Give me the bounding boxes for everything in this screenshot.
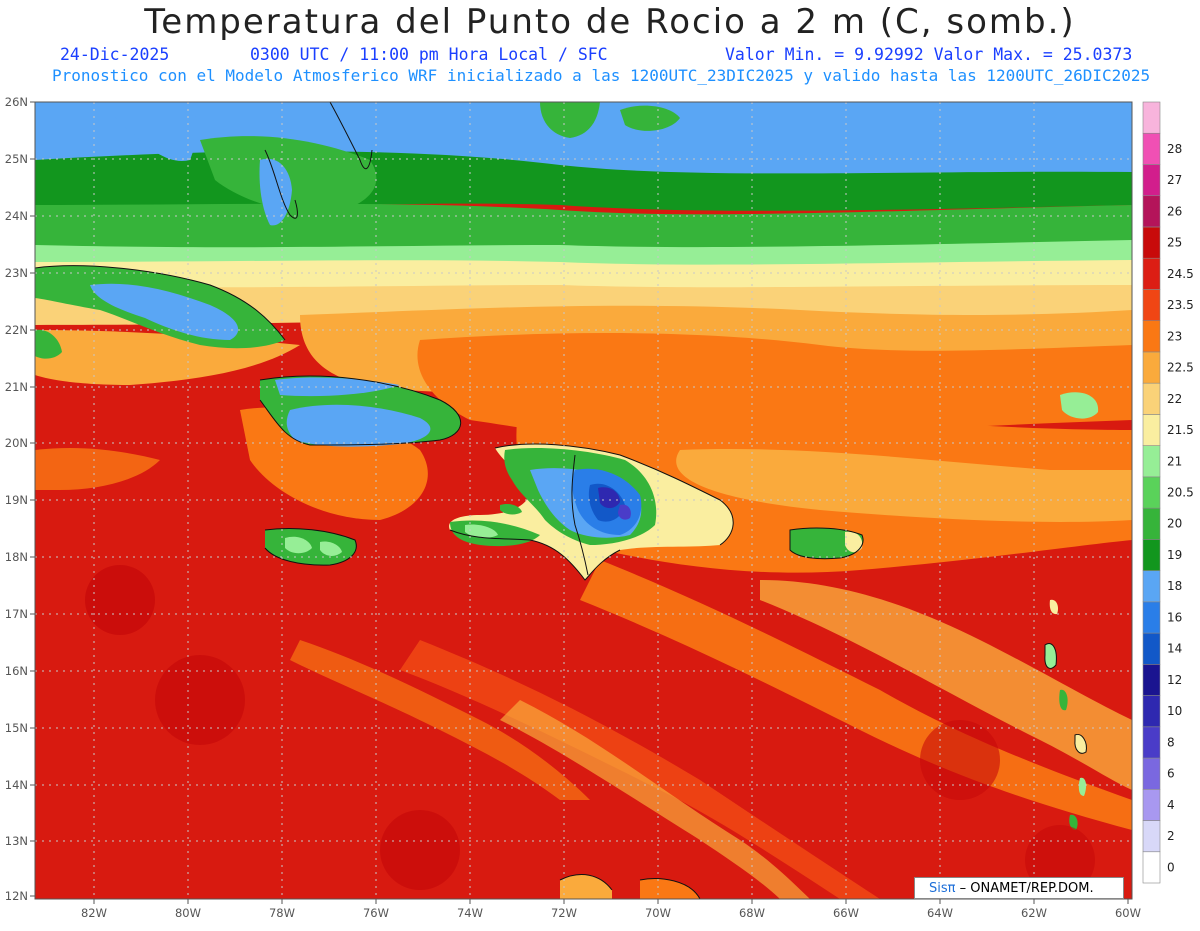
lon-label: 62W (1021, 906, 1047, 920)
colorbar-label: 21.5 (1167, 423, 1194, 437)
colorbar-swatch (1142, 164, 1161, 197)
forecast-date: 24-Dic-2025 (60, 45, 170, 64)
colorbar-swatch (1142, 570, 1161, 603)
forecast-time: 0300 UTC / 11:00 pm Hora Local / SFC (250, 45, 608, 64)
lon-label: 82W (81, 906, 107, 920)
lat-label: 17N (5, 607, 28, 621)
colorbar-label: 12 (1167, 673, 1182, 687)
colorbar-label: 23.5 (1167, 298, 1194, 312)
lon-label: 76W (363, 906, 389, 920)
colorbar-label: 27 (1167, 173, 1182, 187)
lat-label: 13N (5, 834, 28, 848)
colorbar-swatch (1142, 726, 1161, 759)
lon-ticks (93, 899, 1129, 904)
colorbar-label: 20 (1167, 517, 1182, 531)
colorbar-swatch (1142, 695, 1161, 728)
lon-label: 68W (739, 906, 765, 920)
colorbar-label: 19 (1167, 548, 1182, 562)
model-info: Pronostico con el Modelo Atmosferico WRF… (52, 66, 1151, 85)
colorbar-label: 16 (1167, 610, 1182, 624)
colorbar-swatch (1142, 289, 1161, 321)
colorbar-swatch (1142, 851, 1161, 884)
lat-label: 22N (5, 323, 28, 337)
colorbar-swatch (1142, 320, 1161, 353)
lon-label: 70W (645, 906, 671, 920)
lat-label: 20N (5, 436, 28, 450)
colorbar-swatch (1142, 195, 1161, 228)
colorbar-label: 21 (1167, 454, 1182, 468)
lat-label: 23N (5, 266, 28, 280)
colorbar-label: 10 (1167, 704, 1182, 718)
colorbar-label: 24.5 (1167, 267, 1194, 281)
colorbar-swatch (1142, 664, 1161, 696)
lon-label: 74W (457, 906, 483, 920)
map-title: Temperatura del Punto de Rocio a 2 m (C,… (144, 2, 1076, 42)
lon-label: 72W (551, 906, 577, 920)
lon-label: 64W (927, 906, 953, 920)
colorbar-swatch (1142, 382, 1161, 415)
credit-text: – ONAMET/REP.DOM. (959, 881, 1094, 896)
colorbar-swatch (1142, 632, 1161, 665)
colorbar-swatch (1142, 132, 1161, 165)
credit-box: Sisπ – ONAMET/REP.DOM. (914, 877, 1124, 899)
colorbar-label: 26 (1167, 204, 1182, 218)
colorbar-swatch (1142, 101, 1161, 134)
lat-label: 16N (5, 664, 28, 678)
colorbar-swatch (1142, 788, 1161, 821)
graticule (35, 102, 1132, 899)
colorbar-label: 23 (1167, 329, 1182, 343)
lat-label: 24N (5, 209, 28, 223)
lon-label: 60W (1115, 906, 1141, 920)
colorbar-label: 8 (1167, 735, 1175, 749)
colorbar: 0 2 4 6 8 10 12 14 16 18 19 20 20.5 21 21.5 22 22.5 23 23.… (1142, 101, 1194, 884)
colorbar-label: 0 (1167, 860, 1175, 874)
sispi-logo: Sisπ (929, 881, 956, 896)
lat-label: 14N (5, 778, 28, 792)
colorbar-swatch (1142, 601, 1161, 634)
lon-label: 66W (833, 906, 859, 920)
lat-label: 26N (5, 95, 28, 109)
colorbar-swatch (1142, 539, 1161, 571)
colorbar-swatch (1142, 476, 1161, 509)
lat-label: 18N (5, 550, 28, 564)
colorbar-label: 4 (1167, 798, 1175, 812)
colorbar-swatch (1142, 351, 1161, 384)
colorbar-label: 6 (1167, 767, 1175, 781)
longitude-axis: 82W 80W 78W 76W 74W 72W 70W 68W 66W 64W … (81, 906, 1141, 920)
colorbar-label: 20.5 (1167, 486, 1194, 500)
colorbar-label: 14 (1167, 642, 1182, 656)
latitude-axis: 26N 25N 24N 23N 22N 21N 20N 19N 18N 17N … (5, 95, 28, 903)
colorbar-label: 22.5 (1167, 361, 1194, 375)
colorbar-swatch (1142, 226, 1161, 259)
colorbar-swatch (1142, 414, 1161, 446)
min-max-values: Valor Min. = 9.92992 Valor Max. = 25.037… (725, 45, 1133, 64)
lat-label: 12N (5, 889, 28, 903)
colorbar-swatch (1142, 820, 1161, 853)
lat-ticks (30, 101, 35, 897)
colorbar-label: 18 (1167, 579, 1182, 593)
colorbar-label: 2 (1167, 829, 1175, 843)
colorbar-label: 25 (1167, 236, 1182, 250)
lat-label: 15N (5, 721, 28, 735)
lon-label: 80W (175, 906, 201, 920)
lon-label: 78W (269, 906, 295, 920)
colorbar-swatch (1142, 445, 1161, 478)
lat-label: 19N (5, 493, 28, 507)
lat-label: 21N (5, 380, 28, 394)
colorbar-swatch (1142, 257, 1161, 290)
colorbar-swatch (1142, 757, 1161, 790)
colorbar-swatch (1142, 507, 1161, 540)
colorbar-label: 28 (1167, 142, 1182, 156)
lat-label: 25N (5, 152, 28, 166)
colorbar-label: 22 (1167, 392, 1182, 406)
